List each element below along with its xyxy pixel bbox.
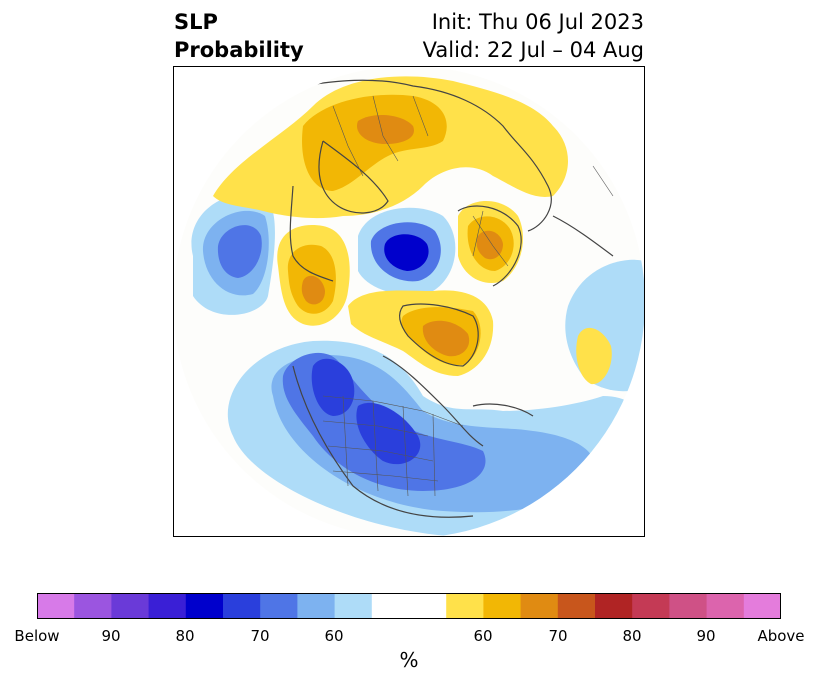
tick-below-80: 80 — [175, 627, 195, 645]
tick-above: Above — [757, 627, 805, 645]
above-greenland-dark — [422, 320, 470, 357]
probability-map — [173, 66, 645, 537]
tick-below-70: 70 — [250, 627, 270, 645]
init-date: Init: Thu 06 Jul 2023 — [431, 10, 644, 34]
probability-field — [173, 66, 645, 537]
tick-above-70: 70 — [548, 627, 568, 645]
colorbar-swatch — [185, 593, 224, 619]
tick-below: Below — [14, 627, 60, 645]
colorbar-swatch — [669, 593, 708, 619]
colorbar-swatch — [260, 593, 298, 619]
colorbar-swatch — [371, 593, 447, 619]
map-canvas — [173, 66, 645, 537]
colorbar-swatch — [557, 593, 596, 619]
tick-above-90: 90 — [696, 627, 716, 645]
political-borders — [322, 95, 624, 497]
colorbar — [37, 593, 782, 619]
colorbar-swatch — [632, 593, 670, 619]
colorbar-swatch — [223, 593, 261, 619]
map-title: SLP Probability — [174, 8, 304, 64]
tick-below-90: 90 — [101, 627, 121, 645]
colorbar-swatch — [595, 593, 633, 619]
colorbar-border — [37, 593, 781, 619]
colorbar-swatch — [520, 593, 559, 619]
title-type: Probability — [174, 38, 304, 62]
below-pacific-core — [217, 225, 262, 278]
colorbar-swatch — [706, 593, 745, 619]
colorbar-swatches — [37, 593, 782, 619]
valid-period: Valid: 22 Jul – 04 Aug — [422, 38, 644, 62]
above-east-atlantic — [576, 327, 612, 385]
colorbar-swatch — [74, 593, 112, 619]
colorbar-swatch — [297, 593, 336, 619]
forecast-dates: Init: Thu 06 Jul 2023 Valid: 22 Jul – 04… — [423, 8, 644, 64]
map-border — [173, 66, 645, 537]
above-alaska-dark — [301, 275, 325, 305]
colorbar-swatch — [334, 593, 373, 619]
tick-below-60: 60 — [324, 627, 344, 645]
above-siberia-dark — [476, 230, 503, 260]
above-europe-mid — [302, 94, 447, 191]
colorbar-swatch — [148, 593, 187, 619]
above-europe-dark — [357, 114, 414, 144]
tick-above-60: 60 — [473, 627, 493, 645]
colorbar-swatch — [446, 593, 484, 619]
below-arctic-core — [384, 234, 429, 271]
colorbar-swatch — [743, 593, 782, 619]
below-na-core-2 — [356, 402, 421, 465]
colorbar-swatch — [37, 593, 75, 619]
colorbar-swatch — [111, 593, 150, 619]
tick-above-80: 80 — [622, 627, 642, 645]
colorbar-ticks: Below 90 80 70 60 60 70 80 90 Above — [0, 619, 819, 645]
colorbar-unit: % — [399, 648, 419, 672]
colorbar-swatch — [483, 593, 522, 619]
below-na-core-1 — [311, 358, 355, 416]
title-variable: SLP — [174, 10, 218, 34]
